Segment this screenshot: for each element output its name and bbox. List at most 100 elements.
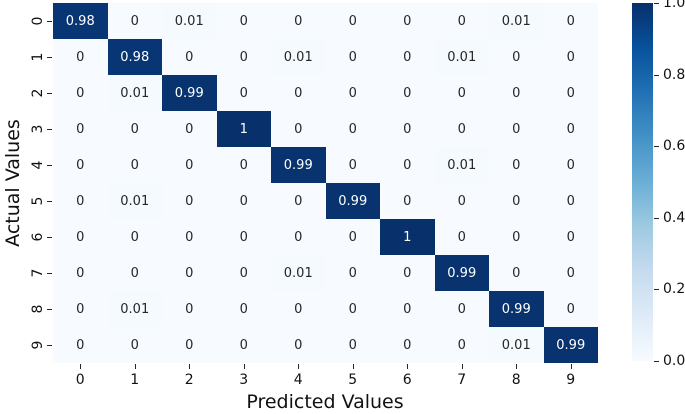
heatmap-cell: 0 <box>271 183 326 219</box>
heatmap-cell: 0 <box>107 111 162 147</box>
heatmap-cell: 0 <box>489 219 544 255</box>
heatmap-cell: 0.99 <box>543 327 598 363</box>
y-tick-label: 2 <box>30 88 46 98</box>
heatmap-cell: 0 <box>543 291 598 327</box>
y-tick-label: 0 <box>30 16 46 26</box>
heatmap-cell: 0 <box>543 147 598 183</box>
heatmap-cell: 0 <box>271 111 326 147</box>
colorbar-tick-label: 0.2 <box>663 281 685 298</box>
y-tick-label: 5 <box>30 196 46 206</box>
heatmap-cell: 0.01 <box>434 39 489 75</box>
heatmap-cell: 0 <box>543 75 598 111</box>
heatmap-cell: 0.99 <box>489 291 544 327</box>
heatmap-cell: 0 <box>271 219 326 255</box>
x-tick-mark <box>570 364 572 369</box>
heatmap-cell: 0 <box>380 39 435 75</box>
heatmap-cell: 0 <box>325 327 380 363</box>
heatmap-cell: 0.01 <box>434 147 489 183</box>
heatmap-cell: 0 <box>271 3 326 39</box>
heatmap-cell: 0.01 <box>162 3 217 39</box>
colorbar-tick-mark <box>654 3 659 4</box>
heatmap-cell: 0 <box>216 3 271 39</box>
heatmap-cell: 0 <box>216 327 271 363</box>
heatmap-cell: 0 <box>107 3 162 39</box>
heatmap-cell: 0.98 <box>107 39 162 75</box>
heatmap-cell: 0 <box>216 75 271 111</box>
heatmap-cell: 0 <box>53 255 108 291</box>
heatmap-cell: 0 <box>271 291 326 327</box>
heatmap-cell: 0.01 <box>271 255 326 291</box>
x-tick-label: 4 <box>293 372 303 388</box>
colorbar-ticks: 1.0 0.8 0.6 0.4 0.2 0.0 <box>653 0 685 369</box>
y-tick-mark <box>47 57 52 58</box>
heatmap-cell: 0 <box>489 183 544 219</box>
x-tick-mark <box>298 364 300 369</box>
heatmap-cell: 0 <box>543 219 598 255</box>
x-tick-label: 1 <box>130 372 140 388</box>
heatmap-cell: 0.01 <box>107 291 162 327</box>
heatmap-cell: 0 <box>380 291 435 327</box>
x-tick-mark <box>243 364 245 369</box>
x-tick-label: 0 <box>75 372 85 388</box>
y-tick-label: 1 <box>30 52 46 62</box>
heatmap-cell: 0 <box>271 75 326 111</box>
heatmap-cell: 0 <box>107 255 162 291</box>
colorbar-tick-mark <box>654 361 659 362</box>
heatmap-cell: 0 <box>489 111 544 147</box>
heatmap-cell: 0 <box>380 3 435 39</box>
heatmap-cell: 0 <box>53 291 108 327</box>
y-tick-label: 9 <box>30 340 46 350</box>
y-tick-label: 8 <box>30 304 46 314</box>
x-tick-label: 6 <box>402 372 412 388</box>
heatmap-cell: 0 <box>216 219 271 255</box>
heatmap-plot: 0.98 0 0.01 0 0 0 0 0 0.01 0 0 0.98 0 0 0.01 0 0 0.01 0 0 0 0… <box>53 3 598 363</box>
x-tick-label: 7 <box>457 372 467 388</box>
y-tick-mark <box>47 345 52 346</box>
heatmap-cell: 0 <box>325 3 380 39</box>
heatmap-cell: 0 <box>434 3 489 39</box>
heatmap-cell: 1 <box>216 111 271 147</box>
heatmap-cell: 0 <box>53 183 108 219</box>
heatmap-cell: 0 <box>325 219 380 255</box>
colorbar-tick-mark <box>654 289 659 291</box>
y-tick-mark <box>47 21 52 22</box>
colorbar-tick-mark <box>654 217 659 219</box>
heatmap-cell: 0 <box>325 75 380 111</box>
heatmap-cell: 0 <box>325 291 380 327</box>
colorbar-tick-label: 0.0 <box>663 353 685 369</box>
heatmap-cell: 1 <box>380 219 435 255</box>
x-tick-label: 5 <box>348 372 358 388</box>
heatmap-cell: 0 <box>107 147 162 183</box>
colorbar-tick-label: 0.4 <box>663 209 685 226</box>
heatmap-cell: 0 <box>489 147 544 183</box>
heatmap-cell: 0 <box>543 255 598 291</box>
heatmap-cell: 0 <box>489 75 544 111</box>
heatmap-cell: 0 <box>380 111 435 147</box>
heatmap-cell: 0 <box>216 183 271 219</box>
heatmap-cell: 0 <box>380 327 435 363</box>
x-tick-mark <box>80 364 82 369</box>
x-tick-mark <box>189 364 191 369</box>
heatmap-cell: 0 <box>162 327 217 363</box>
heatmap-cell: 0.98 <box>53 3 108 39</box>
x-tick-label: 2 <box>184 372 194 388</box>
heatmap-cell: 0.01 <box>489 3 544 39</box>
x-tick-mark <box>134 364 136 369</box>
heatmap-cell: 0 <box>107 219 162 255</box>
x-axis-label: Predicted Values <box>246 391 404 413</box>
heatmap-cell: 0 <box>325 111 380 147</box>
heatmap-cell: 0.01 <box>107 75 162 111</box>
heatmap-cell: 0 <box>380 183 435 219</box>
x-tick-mark <box>352 364 354 369</box>
heatmap-cell: 0 <box>434 327 489 363</box>
heatmap-cell: 0 <box>325 255 380 291</box>
heatmap-cell: 0 <box>543 111 598 147</box>
heatmap-cell: 0 <box>53 39 108 75</box>
y-tick-mark <box>47 129 52 130</box>
heatmap-cell: 0 <box>434 219 489 255</box>
heatmap-cell: 0 <box>53 327 108 363</box>
heatmap-cell: 0.01 <box>271 39 326 75</box>
x-tick-mark <box>516 364 518 369</box>
y-tick-label: 7 <box>30 268 46 278</box>
